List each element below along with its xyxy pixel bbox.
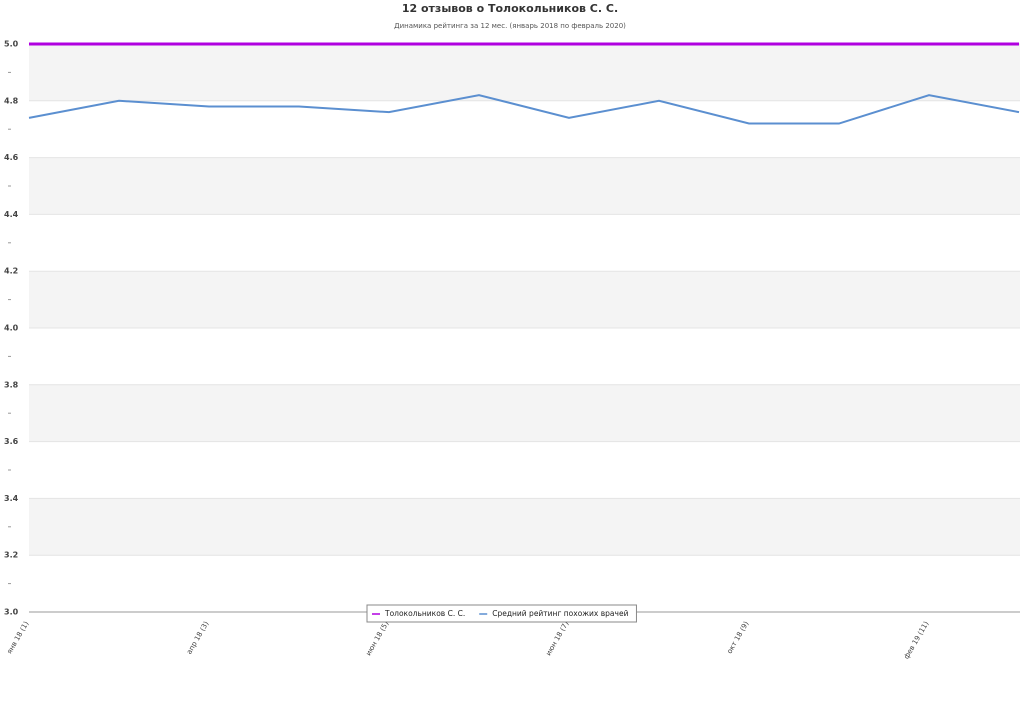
legend-label: Средний рейтинг похожих врачей	[492, 609, 628, 618]
y-tick-label: 4.4	[4, 210, 19, 219]
x-tick-label: июн 18 (7)	[544, 620, 570, 657]
grid-band	[29, 498, 1020, 556]
grid-band	[29, 44, 1020, 101]
legend-label: Толокольников С. С.	[384, 609, 465, 618]
x-tick-label: янв 18 (1)	[5, 620, 30, 656]
legend-box	[366, 604, 637, 623]
y-tick-label: 3.8	[4, 380, 19, 389]
x-tick-label: фев 19 (11)	[902, 620, 930, 661]
x-tick-label: апр 18 (3)	[185, 620, 210, 656]
y-tick-label: 4.6	[4, 153, 19, 162]
grid-band	[29, 271, 1020, 328]
line-series	[28, 94, 1020, 125]
y-tick-label: 3.0	[4, 608, 19, 617]
y-tick-label: 4.2	[4, 267, 18, 276]
chart-subtitle: Динамика рейтинга за 12 мес. (январь 201…	[394, 22, 626, 30]
grid-band	[29, 157, 1020, 215]
x-tick-label: окт 18 (9)	[726, 620, 751, 655]
y-tick-label: 3.6	[4, 437, 19, 446]
y-tick-label: 4.0	[4, 324, 19, 333]
y-tick-label: 4.8	[4, 96, 19, 105]
y-tick-label: 5.0	[4, 40, 19, 49]
y-tick-label: 3.4	[4, 494, 19, 503]
x-tick-label: июн 18 (5)	[364, 620, 390, 657]
legend: Толокольников С. С. Средний рейтинг похож…	[366, 604, 637, 623]
grid-band	[29, 384, 1020, 442]
chart-title: 12 отзывов о Толокольников С. С.	[402, 2, 618, 15]
y-tick-label: 3.2	[4, 551, 18, 560]
